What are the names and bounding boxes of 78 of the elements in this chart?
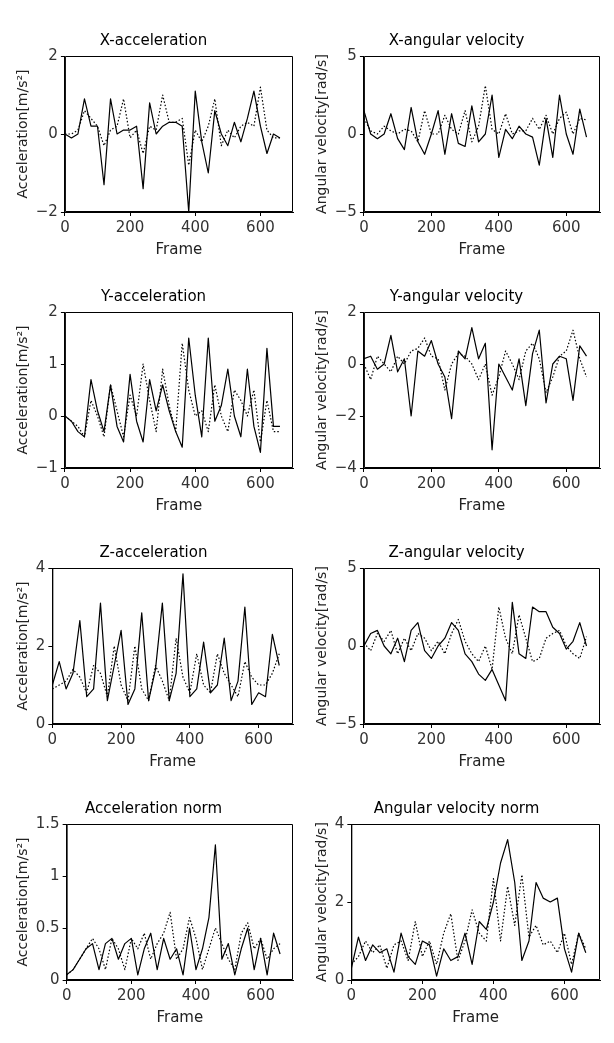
chart-title: Y-acceleration — [99, 286, 207, 305]
y-axis-title: Acceleration[m/s²] — [14, 69, 31, 199]
y-axis-title: Angular velocity[rad/s] — [313, 310, 330, 470]
y-tick-label: 2 — [48, 45, 58, 64]
x-tick-label: 600 — [551, 217, 581, 236]
x-axis-title: Frame — [149, 751, 197, 770]
y-axis-title: Acceleration[m/s²] — [14, 581, 31, 711]
x-tick-label: 400 — [479, 985, 508, 1004]
y-tick-label: 2 — [48, 301, 58, 320]
x-tick-label: 0 — [359, 217, 369, 236]
x-tick-label: 400 — [484, 473, 514, 492]
x-tick-label: 400 — [180, 473, 210, 492]
x-tick-label: 400 — [175, 729, 205, 748]
y-tick-label: 4 — [334, 813, 345, 832]
x-axis-title: Frame — [458, 751, 506, 770]
x-tick-label: 200 — [106, 729, 136, 748]
y-tick-label: −5 — [334, 713, 357, 732]
x-tick-label: 400 — [181, 985, 211, 1004]
x-tick-label: 600 — [550, 985, 579, 1004]
x-tick-label: 200 — [417, 217, 446, 236]
y-tick-label: 1 — [48, 353, 58, 372]
x-axis-title: Frame — [458, 495, 506, 514]
y-tick-label: 2 — [35, 635, 46, 654]
y-tick-label: 2 — [347, 301, 357, 320]
chart-title: Z-angular velocity — [388, 542, 525, 561]
y-tick-label: −1 — [35, 457, 58, 476]
x-axis-title: Frame — [155, 495, 203, 514]
y-axis-title: Angular velocity[rad/s] — [313, 566, 330, 726]
x-axis-title: Frame — [458, 239, 506, 258]
x-tick-label: 600 — [246, 473, 275, 492]
chart-title: X-angular velocity — [388, 30, 525, 49]
x-tick-label: 600 — [551, 473, 581, 492]
chart-title: Acceleration norm — [84, 798, 223, 817]
x-axis-title: Frame — [156, 1007, 204, 1026]
y-tick-label: 0 — [334, 969, 345, 988]
x-tick-label: 0 — [359, 473, 369, 492]
y-axis-title: Angular velocity[rad/s] — [313, 822, 330, 982]
y-axis-title: Acceleration[m/s²] — [14, 837, 31, 967]
y-tick-label: 0 — [50, 969, 60, 988]
y-tick-label: 0 — [347, 635, 357, 654]
x-tick-label: 400 — [484, 217, 514, 236]
x-tick-label: 600 — [551, 729, 581, 748]
x-tick-label: 200 — [408, 985, 437, 1004]
x-axis-title: Frame — [452, 1007, 500, 1026]
y-axis-title: Angular velocity[rad/s] — [313, 54, 330, 214]
chart-title: X-acceleration — [99, 30, 208, 49]
y-tick-label: 1 — [50, 865, 60, 884]
y-tick-label: 2 — [334, 891, 345, 910]
x-tick-label: 200 — [117, 985, 146, 1004]
y-tick-label: 5 — [347, 45, 357, 64]
chart-title: Z-acceleration — [99, 542, 208, 561]
y-tick-label: 5 — [347, 557, 357, 576]
y-tick-label: −2 — [35, 201, 58, 220]
y-axis-title: Acceleration[m/s²] — [14, 325, 31, 455]
x-tick-label: 600 — [244, 729, 273, 748]
y-tick-label: −5 — [334, 201, 357, 220]
y-tick-label: 0.5 — [35, 917, 60, 936]
y-tick-label: 1.5 — [35, 813, 60, 832]
y-tick-label: 0 — [347, 123, 357, 142]
x-tick-label: 600 — [246, 217, 275, 236]
x-tick-label: 600 — [246, 985, 275, 1004]
y-tick-label: −2 — [334, 405, 357, 424]
x-tick-label: 0 — [359, 729, 369, 748]
y-tick-label: −4 — [334, 457, 357, 476]
x-tick-label: 400 — [484, 729, 514, 748]
chart-title: Angular velocity norm — [373, 798, 540, 817]
y-tick-label: 0 — [48, 123, 58, 142]
x-tick-label: 200 — [115, 473, 145, 492]
x-tick-label: 400 — [180, 217, 210, 236]
x-tick-label: 200 — [115, 217, 145, 236]
y-tick-label: 0 — [35, 713, 46, 732]
y-tick-label: 0 — [347, 353, 357, 372]
x-tick-label: 200 — [417, 729, 446, 748]
x-axis-title: Frame — [155, 239, 203, 258]
y-tick-label: 4 — [35, 557, 46, 576]
x-tick-label: 200 — [417, 473, 446, 492]
chart-title: Y-angular velocity — [388, 286, 524, 305]
y-tick-label: 0 — [48, 405, 58, 424]
